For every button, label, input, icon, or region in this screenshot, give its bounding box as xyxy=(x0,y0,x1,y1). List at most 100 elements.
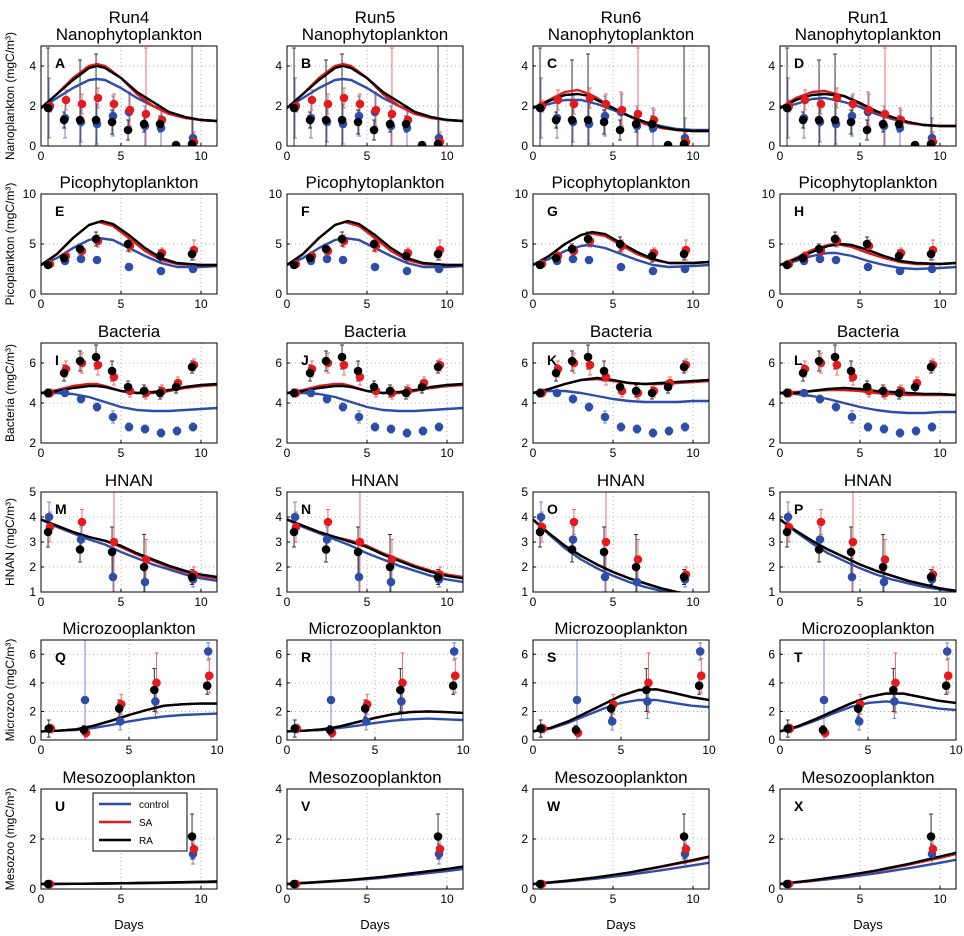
y-tick-label: 4 xyxy=(275,59,282,73)
data-point-RA xyxy=(401,119,411,129)
panel-J: Bacteria 0 5 10 2 4 6 J xyxy=(275,322,464,460)
x-tick-label: 0 xyxy=(530,743,537,757)
plot-data xyxy=(41,492,217,592)
plot-data xyxy=(780,46,956,146)
data-point-RA xyxy=(631,119,641,129)
y-tick-label: 0 xyxy=(29,882,36,896)
series-line-RA xyxy=(780,851,956,886)
data-point-SA xyxy=(109,537,119,547)
data-point-control xyxy=(76,254,86,264)
data-point-control xyxy=(386,424,396,434)
series-line-RA xyxy=(533,230,709,267)
data-point-RA xyxy=(59,368,69,378)
data-point-control xyxy=(156,266,166,276)
column-header-run6: Run6 xyxy=(601,8,642,27)
data-point-control xyxy=(338,255,348,265)
x-tick-label: 10 xyxy=(440,297,454,311)
x-tick-label: 0 xyxy=(530,595,537,609)
data-point-RA xyxy=(663,382,673,392)
y-tick-label: 10 xyxy=(515,187,529,201)
data-point-RA xyxy=(123,382,133,392)
data-point-control xyxy=(911,426,921,436)
panel-X: Mesozooplankton 0 5 10 0 2 4 X Days xyxy=(768,768,957,932)
data-point-RA xyxy=(782,103,792,113)
panel-title: Nanophytoplankton xyxy=(56,25,203,44)
panel-letter: P xyxy=(794,501,803,517)
panel-title: Microzooplankton xyxy=(62,619,195,638)
data-point-control xyxy=(831,402,841,412)
x-tick-label: 5 xyxy=(857,892,864,906)
series-line-RA xyxy=(41,880,217,886)
data-point-RA xyxy=(679,362,689,372)
data-point-control xyxy=(600,572,610,582)
panel-H: Picophytoplankton 0 5 10 0 5 10 H xyxy=(762,173,957,311)
axes-box xyxy=(40,342,218,444)
data-point-SA xyxy=(569,517,579,527)
y-tick-label: 5 xyxy=(768,485,775,499)
x-tick-label: 10 xyxy=(210,743,224,757)
data-point-RA xyxy=(631,386,641,396)
plot-data xyxy=(533,640,709,740)
data-point-control xyxy=(799,388,809,398)
data-point-SA xyxy=(617,105,627,115)
x-tick-label: 0 xyxy=(530,892,537,906)
y-tick-label: 0 xyxy=(275,287,282,301)
data-point-control xyxy=(322,535,332,544)
y-tick-label: 3 xyxy=(521,535,528,549)
column-header-run4: Run4 xyxy=(109,8,150,27)
data-point-RA xyxy=(782,388,792,398)
x-tick-label: 0 xyxy=(777,297,784,311)
x-tick-label: 10 xyxy=(949,743,963,757)
y-tick-label: 5 xyxy=(275,237,282,251)
data-point-RA xyxy=(615,382,625,392)
y-tick-label: 3 xyxy=(768,535,775,549)
data-point-RA xyxy=(567,115,577,125)
data-point-RA xyxy=(647,388,657,398)
x-tick-label: 10 xyxy=(194,892,208,906)
data-point-control xyxy=(370,262,380,272)
x-tick-label: 5 xyxy=(118,446,125,460)
data-point-control xyxy=(418,426,428,436)
series-line-control xyxy=(41,236,217,269)
data-point-control xyxy=(815,254,825,264)
data-point-RA xyxy=(894,388,904,398)
x-tick-label: 0 xyxy=(777,892,784,906)
x-tick-label: 0 xyxy=(38,149,45,163)
x-tick-label: 5 xyxy=(610,595,617,609)
x-tick-label: 5 xyxy=(118,892,125,906)
x-tick-label: 0 xyxy=(777,446,784,460)
x-tick-label: 0 xyxy=(284,149,291,163)
panel-letter: S xyxy=(547,649,556,665)
y-tick-label: 4 xyxy=(768,782,775,796)
data-point-SA xyxy=(848,99,858,109)
y-axis-label: Nanoplankton (mgC/m³) xyxy=(3,32,17,160)
data-point-control xyxy=(290,512,300,522)
panel-D: Nanophytoplankton 0 5 10 0 2 4 D xyxy=(768,25,957,163)
data-point-control xyxy=(879,424,889,434)
data-point-RA xyxy=(694,681,704,691)
y-tick-label: 4 xyxy=(768,396,775,410)
data-point-SA xyxy=(61,95,71,105)
x-tick-label: 0 xyxy=(38,743,45,757)
x-tick-label: 10 xyxy=(194,595,208,609)
data-point-control xyxy=(632,577,642,587)
data-point-RA xyxy=(647,251,657,261)
data-point-RA xyxy=(679,139,689,146)
data-point-RA xyxy=(830,234,840,244)
x-tick-label: 10 xyxy=(933,297,947,311)
data-point-RA xyxy=(171,382,181,392)
y-tick-label: 5 xyxy=(29,485,36,499)
plot-data xyxy=(780,231,956,276)
y-tick-label: 2 xyxy=(275,99,282,113)
x-tick-label: 0 xyxy=(38,446,45,460)
data-point-RA xyxy=(783,724,793,733)
data-point-control xyxy=(783,512,793,522)
panel-T: Microzooplankton 0 5 10 0 2 4 6 T xyxy=(768,619,963,757)
data-point-RA xyxy=(941,681,951,691)
x-tick-label: 5 xyxy=(857,297,864,311)
y-tick-label: 0 xyxy=(768,733,775,747)
y-tick-label: 0 xyxy=(275,882,282,896)
panel-title: HNAN xyxy=(105,471,153,490)
x-tick-label: 10 xyxy=(440,149,454,163)
y-tick-label: 0 xyxy=(275,139,282,153)
